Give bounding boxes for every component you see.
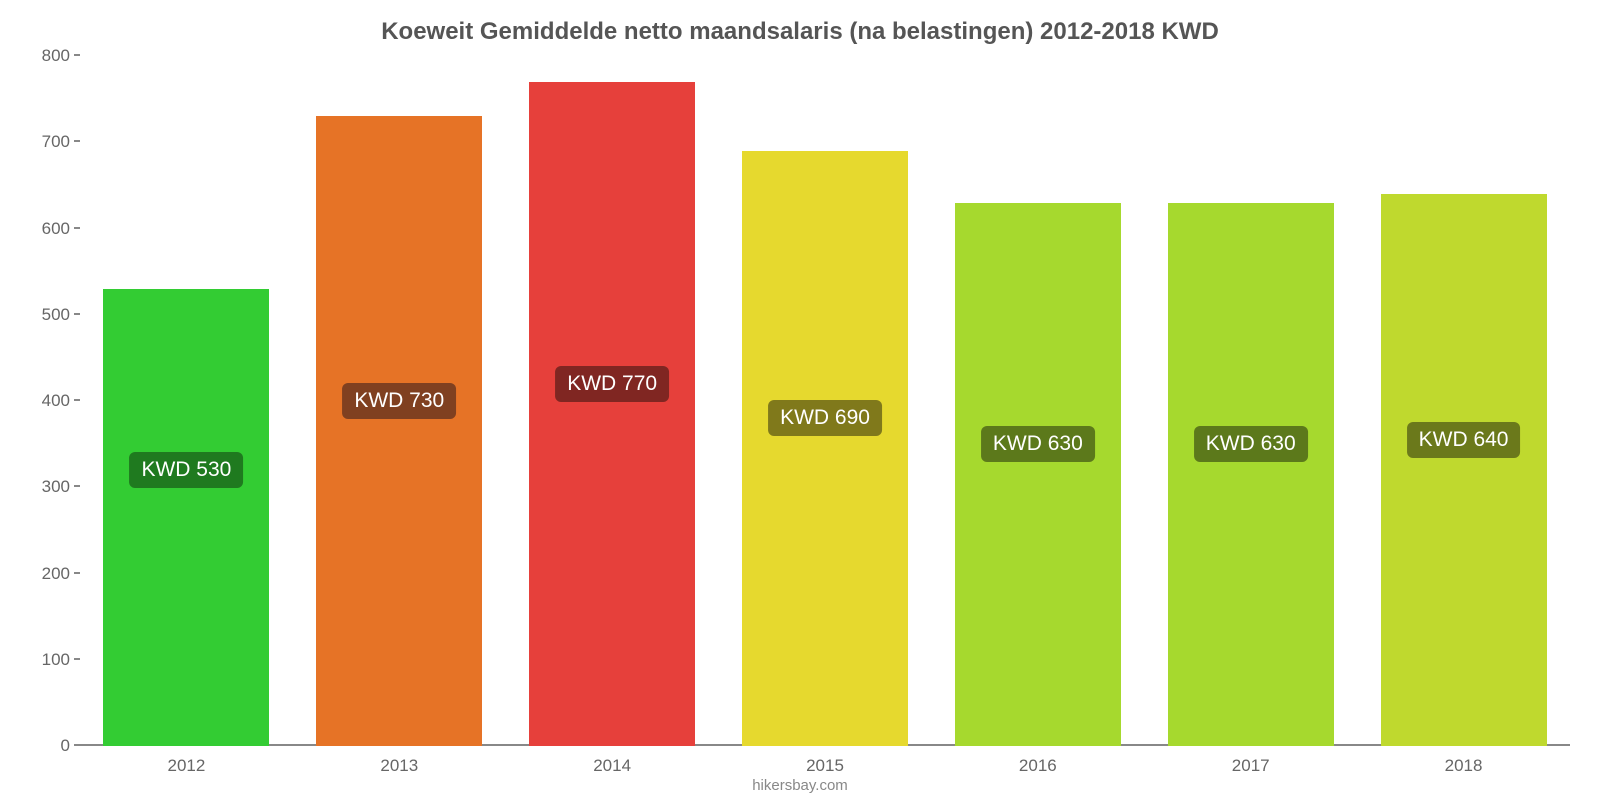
x-tick-label: 2013 [380,756,418,776]
bar [316,116,482,746]
x-tick-label: 2018 [1445,756,1483,776]
bar [103,289,269,746]
y-tick-mark [74,227,80,229]
bar [1168,203,1334,746]
y-tick-mark [74,572,80,574]
bar [529,82,695,746]
bar-value-label: KWD 640 [1407,422,1521,458]
y-tick-mark [74,744,80,746]
bar-value-label: KWD 530 [129,452,243,488]
y-tick-label: 100 [20,650,70,670]
y-tick-mark [74,54,80,56]
bar-value-label: KWD 630 [981,426,1095,462]
bar [1381,194,1547,746]
y-tick-mark [74,658,80,660]
y-tick-label: 700 [20,132,70,152]
chart-title: Koeweit Gemiddelde netto maandsalaris (n… [0,18,1600,46]
y-tick-label: 300 [20,477,70,497]
y-tick-label: 600 [20,219,70,239]
y-tick-mark [74,485,80,487]
y-tick-label: 800 [20,46,70,66]
bar-value-label: KWD 690 [768,400,882,436]
y-tick-mark [74,313,80,315]
x-tick-label: 2014 [593,756,631,776]
bar-value-label: KWD 730 [342,383,456,419]
y-tick-label: 400 [20,391,70,411]
x-tick-label: 2015 [806,756,844,776]
bar-value-label: KWD 630 [1194,426,1308,462]
bar-value-label: KWD 770 [555,366,669,402]
y-tick-mark [74,399,80,401]
bar [955,203,1121,746]
attribution-text: hikersbay.com [0,777,1600,794]
x-tick-label: 2016 [1019,756,1057,776]
y-tick-label: 0 [20,736,70,756]
y-tick-label: 500 [20,305,70,325]
plot-area: 01002003004005006007008002012KWD 5302013… [80,56,1570,746]
bar [742,151,908,746]
x-tick-label: 2012 [168,756,206,776]
y-tick-label: 200 [20,564,70,584]
y-tick-mark [74,140,80,142]
x-tick-label: 2017 [1232,756,1270,776]
